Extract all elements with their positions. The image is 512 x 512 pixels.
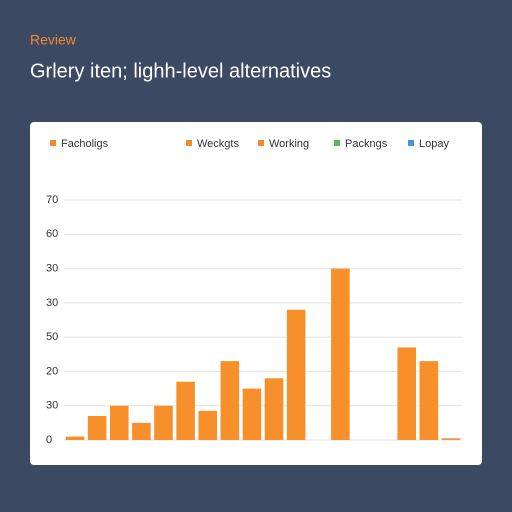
- y-tick-label: 20: [46, 365, 58, 377]
- y-tick-label: 50: [46, 331, 58, 343]
- legend-swatch: [50, 140, 56, 146]
- bar: [154, 405, 173, 440]
- legend-label: Packngs: [345, 138, 388, 150]
- chart-title: Grlery iten; lighh-level alternatives: [30, 60, 331, 82]
- bar: [419, 361, 439, 440]
- bar: [286, 309, 306, 440]
- legend-swatch: [408, 140, 414, 146]
- bar: [198, 410, 218, 440]
- legend-swatch: [186, 140, 192, 146]
- bar: [331, 268, 350, 440]
- bar: [109, 405, 129, 440]
- bar: [397, 347, 417, 440]
- legend-swatch: [258, 140, 264, 146]
- bar: [441, 438, 461, 440]
- bar: [242, 388, 262, 440]
- bar: [132, 422, 151, 440]
- kicker: Review: [30, 32, 77, 48]
- legend-label: Weckgts: [197, 138, 239, 150]
- y-tick-label: 30: [46, 400, 58, 412]
- legend-label: Facholigs: [61, 138, 109, 150]
- card: [30, 122, 482, 465]
- legend-label: Working: [269, 138, 309, 150]
- legend-swatch: [334, 140, 340, 146]
- bar: [220, 361, 240, 440]
- bar: [87, 416, 107, 440]
- bar: [176, 381, 195, 440]
- y-tick-label: 70: [46, 194, 58, 206]
- bar: [65, 436, 85, 440]
- y-tick-label: 0: [46, 434, 52, 446]
- y-tick-label: 30: [46, 262, 58, 274]
- legend-label: Lopay: [419, 138, 449, 150]
- bar: [264, 378, 284, 440]
- y-tick-label: 60: [46, 228, 58, 240]
- y-tick-label: 30: [46, 297, 58, 309]
